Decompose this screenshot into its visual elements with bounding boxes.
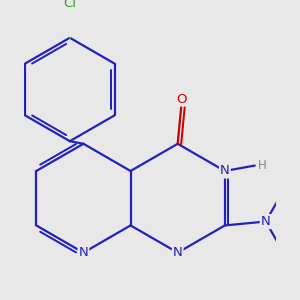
Text: N: N bbox=[173, 246, 183, 259]
Text: H: H bbox=[258, 159, 267, 172]
Text: N: N bbox=[261, 215, 271, 228]
Text: N: N bbox=[79, 246, 88, 259]
Text: O: O bbox=[176, 93, 187, 106]
Text: Cl: Cl bbox=[63, 0, 76, 10]
Text: N: N bbox=[220, 164, 230, 178]
